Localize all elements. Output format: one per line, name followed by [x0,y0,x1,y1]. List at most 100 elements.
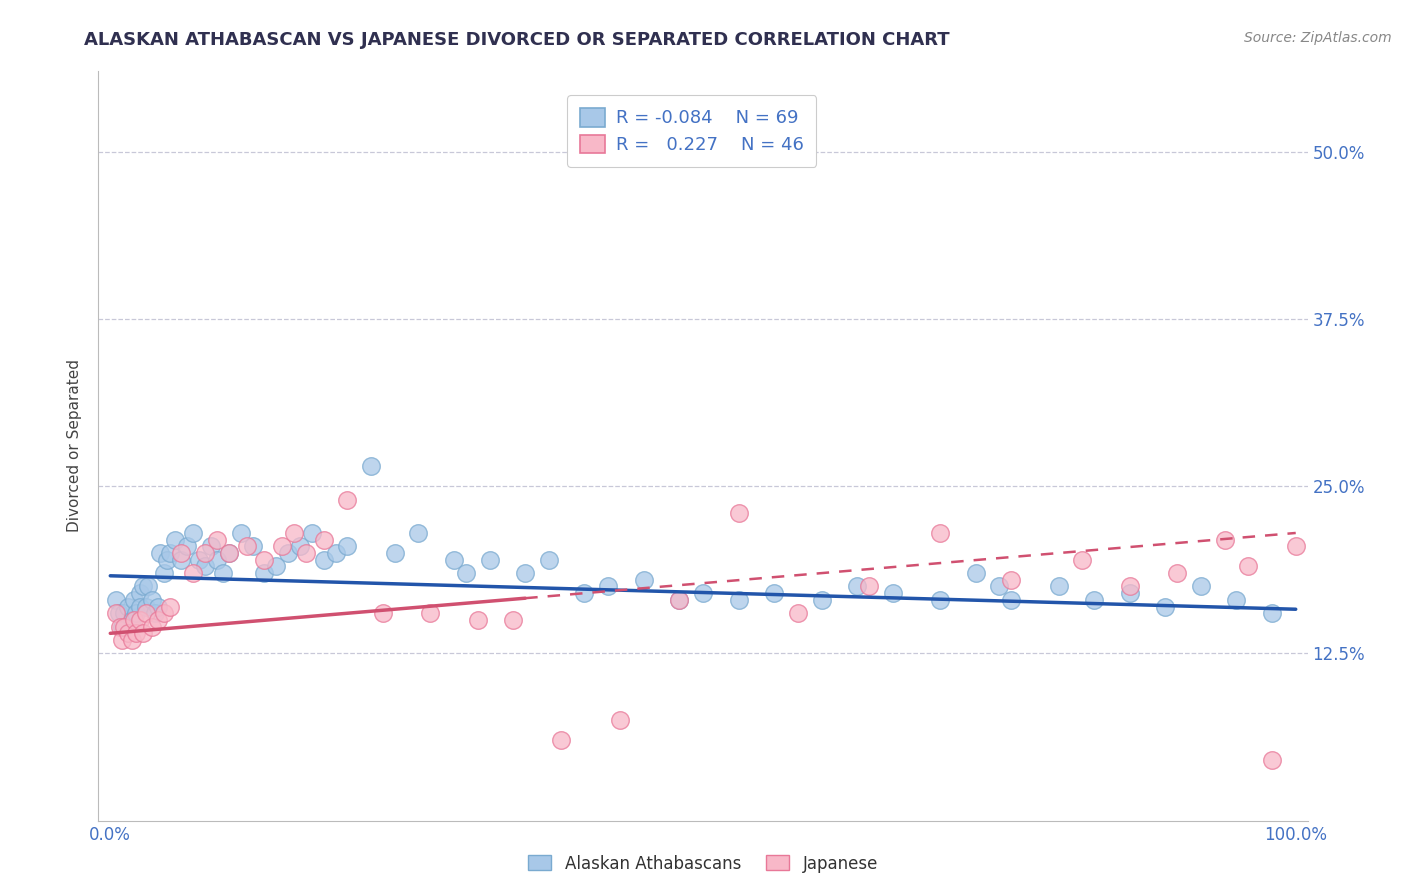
Point [283,526,305,541]
Point [692,586,714,600]
Point [105,607,128,621]
Point [181,566,204,581]
Point [125,607,148,621]
Point [633,573,655,587]
Point [574,586,596,600]
Point [205,533,228,547]
Point [336,539,359,553]
Point [146,599,169,614]
Y-axis label: Divorced or Separated: Divorced or Separated [67,359,83,533]
Point [122,593,145,607]
Point [1119,580,1142,594]
Point [114,607,136,621]
Point [143,607,166,621]
Point [810,593,832,607]
Point [152,566,174,581]
Point [253,553,276,567]
Point [929,593,952,607]
Point [1225,593,1247,607]
Point [502,613,524,627]
Point [117,626,139,640]
Point [200,539,222,553]
Point [598,580,620,594]
Point [467,613,489,627]
Point [271,539,294,553]
Point [176,539,198,553]
Point [170,546,193,560]
Point [454,566,477,581]
Point [988,580,1011,594]
Point [858,580,880,594]
Point [156,553,179,567]
Point [609,714,631,728]
Point [108,620,131,634]
Point [277,546,299,560]
Point [443,553,465,567]
Point [165,533,187,547]
Point [1071,553,1094,567]
Point [129,599,152,614]
Point [105,593,128,607]
Point [668,593,690,607]
Point [288,539,311,553]
Point [121,633,143,648]
Point [1166,566,1188,581]
Point [727,593,749,607]
Point [478,553,501,567]
Point [1189,580,1212,594]
Point [1000,593,1022,607]
Point [218,546,240,560]
Point [727,506,749,520]
Point [114,620,136,634]
Point [1285,539,1308,553]
Point [1237,559,1260,574]
Point [1047,580,1070,594]
Point [1154,599,1177,614]
Point [763,586,786,600]
Point [205,553,228,567]
Point [882,586,904,600]
Point [170,553,193,567]
Point [242,539,264,553]
Point [384,546,406,560]
Point [122,613,145,627]
Point [515,566,537,581]
Point [419,607,441,621]
Point [212,566,235,581]
Point [301,526,323,541]
Point [149,546,172,560]
Point [550,733,572,747]
Point [159,546,181,560]
Legend: Alaskan Athabascans, Japanese: Alaskan Athabascans, Japanese [522,848,884,880]
Point [111,633,134,648]
Point [929,526,952,541]
Point [111,620,134,634]
Point [125,626,148,640]
Point [107,607,129,621]
Point [1000,573,1022,587]
Point [194,546,217,560]
Point [141,620,163,634]
Point [121,613,143,627]
Point [360,459,382,474]
Point [188,553,211,567]
Point [146,613,169,627]
Text: ALASKAN ATHABASCAN VS JAPANESE DIVORCED OR SEPARATED CORRELATION CHART: ALASKAN ATHABASCAN VS JAPANESE DIVORCED … [84,31,950,49]
Point [132,580,155,594]
Point [132,626,155,640]
Point [1213,533,1236,547]
Point [129,613,152,627]
Point [235,539,257,553]
Legend: R = -0.084    N = 69, R =   0.227    N = 46: R = -0.084 N = 69, R = 0.227 N = 46 [567,95,817,167]
Point [1261,753,1284,767]
Point [786,607,808,621]
Point [141,593,163,607]
Point [1261,607,1284,621]
Point [1083,593,1105,607]
Point [408,526,430,541]
Point [537,553,560,567]
Point [135,599,157,614]
Point [312,553,335,567]
Point [312,533,335,547]
Point [135,607,157,621]
